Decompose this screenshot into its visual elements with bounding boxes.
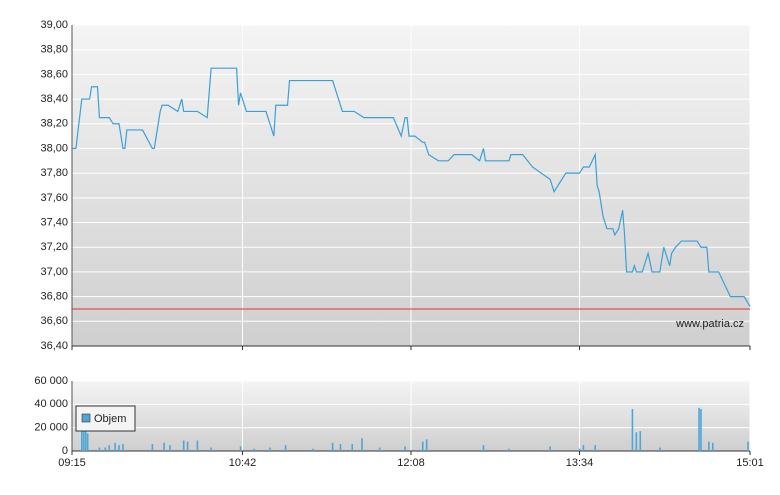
y-tick-label: 38,40 — [40, 93, 68, 105]
volume-bar — [331, 442, 334, 451]
volume-bar — [578, 448, 581, 451]
legend-label: Objem — [94, 413, 126, 425]
volume-bar — [104, 447, 107, 451]
volume-bar — [351, 444, 354, 451]
y-tick-label: 37,60 — [40, 192, 68, 204]
volume-bar — [196, 440, 199, 451]
volume-bar — [163, 442, 165, 451]
y-tick-label: 39,00 — [40, 19, 68, 31]
volume-bar — [312, 448, 314, 451]
volume-bar — [482, 445, 485, 451]
x-tick-label: 10:42 — [229, 457, 257, 469]
y-tick-label: 38,80 — [40, 44, 68, 56]
volume-bar — [631, 409, 634, 451]
volume-bar — [151, 444, 154, 451]
volume-bar — [421, 441, 424, 451]
volume-bar — [210, 447, 212, 451]
volume-bar — [118, 445, 120, 451]
volume-bar — [378, 447, 381, 451]
volume-bar — [239, 446, 242, 451]
volume-bar — [582, 445, 585, 451]
y-tick-label: 60 000 — [34, 375, 68, 387]
volume-bar — [284, 445, 287, 451]
volume-bar — [114, 442, 116, 451]
volume-bar — [747, 441, 749, 451]
legend-swatch — [81, 413, 91, 423]
y-tick-label: 37,40 — [40, 216, 68, 228]
volume-bar — [404, 446, 406, 451]
volume-bar — [549, 446, 551, 451]
volume-bar — [86, 433, 89, 451]
x-tick-label: 15:01 — [736, 457, 764, 469]
volume-bar — [269, 447, 271, 451]
price-line — [72, 67, 751, 307]
y-tick-label: 20 000 — [34, 422, 68, 434]
volume-bar — [708, 441, 710, 451]
volume-bar — [594, 445, 596, 451]
x-tick-label: 13:34 — [566, 457, 594, 469]
volume-bar — [186, 441, 189, 451]
y-tick-label: 38,60 — [40, 68, 68, 80]
volume-bar — [82, 427, 85, 451]
volume-bar — [122, 444, 124, 451]
x-tick-label: 09:15 — [58, 457, 86, 469]
volume-bar — [80, 425, 83, 451]
volume-bar — [700, 409, 702, 451]
x-tick-label: 12:08 — [397, 457, 425, 469]
volume-bar — [108, 445, 111, 451]
volume-bar — [98, 447, 101, 451]
volume-bar — [361, 438, 363, 451]
volume-bar — [639, 431, 642, 451]
y-tick-label: 36,40 — [40, 340, 68, 352]
volume-bar — [508, 448, 510, 451]
volume-bar — [253, 448, 256, 451]
y-tick-label: 0 — [62, 445, 68, 457]
volume-bar — [711, 442, 714, 451]
y-tick-label: 37,00 — [40, 266, 68, 278]
volume-bar — [659, 447, 661, 451]
y-tick-label: 37,20 — [40, 241, 68, 253]
volume-bar — [84, 430, 87, 451]
volume-bar — [635, 432, 638, 451]
volume-bar — [169, 445, 171, 451]
y-tick-label: 38,00 — [40, 142, 68, 154]
y-tick-label: 40 000 — [34, 398, 68, 410]
y-tick-label: 36,80 — [40, 291, 68, 303]
volume-bar — [339, 444, 342, 451]
y-tick-label: 38,20 — [40, 118, 68, 130]
volume-bar — [182, 440, 185, 451]
y-tick-label: 37,80 — [40, 167, 68, 179]
volume-bar — [425, 439, 428, 451]
y-tick-label: 36,60 — [40, 315, 68, 327]
volume-bar — [698, 407, 700, 451]
watermark: www.patria.cz — [675, 318, 744, 330]
